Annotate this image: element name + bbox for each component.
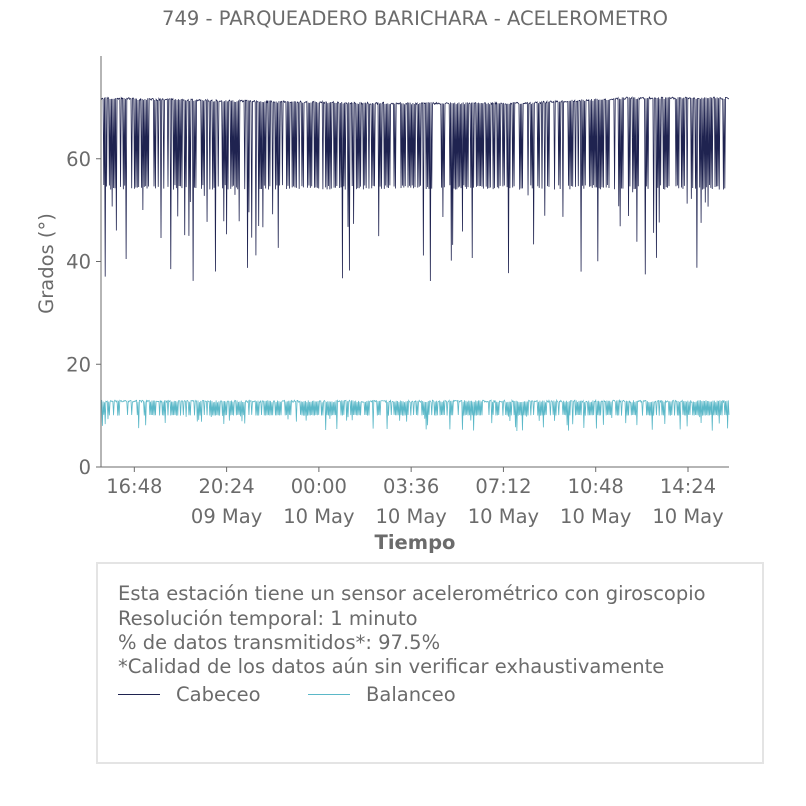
x-tick-label: 14:24 — [660, 475, 716, 498]
info-legend-box: Esta estación tiene un sensor aceleromét… — [96, 562, 764, 764]
legend-label-balanceo: Balanceo — [366, 682, 456, 706]
x-tick-label: 03:36 — [383, 475, 439, 498]
x-tick-sublabel: 10 May — [652, 505, 723, 528]
x-tick-sublabel: 10 May — [560, 505, 631, 528]
x-tick-label: 20:24 — [198, 475, 254, 498]
x-tick-label: 16:48 — [106, 475, 162, 498]
legend-label-cabeceo: Cabeceo — [176, 682, 261, 706]
x-tick-sublabel: 10 May — [468, 505, 539, 528]
axes: 0 20 40 60 16:48 20:24 09 May 00:00 10 May 03:36 1… — [66, 56, 729, 528]
chart-title: 749 - PARQUEADERO BARICHARA - ACELEROMET… — [162, 7, 668, 30]
series-line-balanceo — [100, 398, 730, 432]
y-tick-label: 0 — [79, 456, 91, 479]
y-axis-label: Grados (°) — [35, 213, 58, 314]
x-tick-sublabel: 10 May — [375, 505, 446, 528]
y-tick-label: 40 — [66, 251, 91, 274]
note-resolution: Resolución temporal: 1 minuto — [118, 607, 418, 630]
x-tick-label: 00:00 — [291, 475, 347, 498]
note-sensor: Esta estación tiene un sensor aceleromét… — [118, 582, 706, 605]
x-axis-label: Tiempo — [375, 531, 456, 554]
x-tick-label: 07:12 — [475, 475, 531, 498]
x-tick-sublabel: 10 May — [283, 505, 354, 528]
note-quality: *Calidad de los datos aún sin verificar … — [118, 655, 665, 678]
series-line-cabeceo — [100, 96, 730, 282]
plot-series — [100, 96, 730, 432]
legend-item-cabeceo: Cabeceo — [118, 682, 261, 706]
y-tick-label: 20 — [66, 353, 91, 376]
y-tick-label: 60 — [66, 148, 91, 171]
legend-line-cabeceo — [118, 693, 160, 695]
x-tick-label: 10:48 — [568, 475, 624, 498]
note-transmission: % de datos transmitidos*: 97.5% — [118, 631, 441, 654]
legend-line-balanceo — [308, 693, 350, 695]
x-tick-sublabel: 09 May — [191, 505, 262, 528]
legend-item-balanceo: Balanceo — [308, 682, 456, 706]
